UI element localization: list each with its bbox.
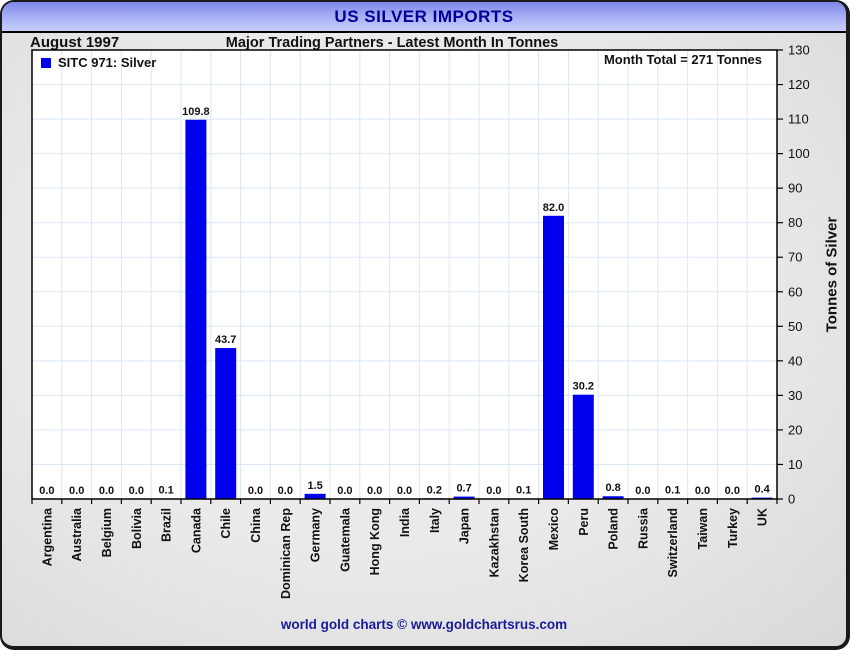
x-tick-label: Brazil: [160, 508, 174, 542]
y-tick-label: 80: [788, 215, 802, 230]
bar-value-label: 0.0: [695, 485, 710, 497]
x-tick-label: Kazakhstan: [487, 508, 501, 577]
chart-subtitle: Major Trading Partners - Latest Month In…: [225, 35, 559, 51]
bar-value-label: 0.1: [158, 485, 173, 497]
y-tick-label: 40: [788, 353, 802, 368]
x-tick-label: Taiwan: [696, 508, 710, 549]
bar-value-label: 0.2: [427, 484, 442, 496]
x-tick-label: Dominican Rep: [279, 508, 293, 599]
bar-value-label: 0.0: [99, 485, 114, 497]
x-tick-label: Peru: [577, 508, 591, 536]
y-tick-label: 90: [788, 181, 802, 196]
y-tick-label: 30: [788, 388, 802, 403]
x-tick-label: Japan: [458, 508, 472, 544]
bar-value-label: 0.0: [367, 485, 382, 497]
bar-value-label: 30.2: [573, 381, 594, 393]
bar-value-label: 109.8: [182, 106, 210, 118]
x-tick-label: Poland: [607, 508, 621, 550]
y-tick-label: 50: [788, 319, 802, 334]
bar-mexico: [543, 215, 564, 500]
x-tick-label: Korea South: [517, 508, 531, 582]
footer-credit: world gold charts © www.goldchartsrus.co…: [280, 617, 568, 632]
y-tick-label: 100: [788, 146, 810, 161]
x-tick-label: Russia: [636, 507, 650, 549]
y-tick-label: 70: [788, 250, 802, 265]
y-tick-label: 0: [788, 492, 795, 507]
bar-value-label: 0.0: [39, 485, 54, 497]
bar-value-label: 0.0: [486, 485, 501, 497]
y-tick-label: 120: [788, 77, 810, 92]
bar-value-label: 0.0: [725, 485, 740, 497]
bar-value-label: 82.0: [543, 202, 564, 214]
page-title: US SILVER IMPORTS: [334, 6, 514, 26]
bar-value-label: 0.1: [665, 485, 680, 497]
y-tick-label: 10: [788, 457, 802, 472]
x-tick-label: China: [249, 507, 263, 543]
plot-border: [31, 49, 778, 500]
bar-value-label: 0.0: [397, 485, 412, 497]
x-tick-label: Switzerland: [666, 508, 680, 577]
x-tick-label: India: [398, 507, 412, 537]
x-tick-label: Belgium: [100, 508, 114, 557]
bar-chile: [215, 348, 237, 499]
plot-area: [32, 50, 777, 499]
y-axis-title: Tonnes of Silver: [823, 216, 841, 333]
x-tick-label: Bolivia: [130, 507, 144, 549]
x-tick-label: Guatemala: [338, 507, 352, 572]
bar-peru: [572, 394, 594, 499]
bar-value-label: 43.7: [215, 334, 236, 346]
bar-japan: [453, 496, 475, 499]
title-bar: US SILVER IMPORTS: [2, 2, 846, 33]
bar-value-label: 0.0: [337, 485, 352, 497]
bar-value-label: 0.4: [754, 484, 770, 496]
bar-value-label: 0.8: [605, 482, 620, 494]
x-tick-label: Australia: [70, 507, 84, 562]
bar-value-label: 0.0: [69, 485, 84, 497]
legend-label: SITC 971: Silver: [58, 55, 157, 70]
period-label: August 1997: [30, 34, 120, 51]
x-tick-label: Hong Kong: [368, 508, 382, 575]
bar-value-label: 1.5: [307, 480, 322, 492]
x-tick-label: UK: [756, 508, 770, 526]
month-total-annotation: Month Total = 271 Tonnes: [603, 52, 762, 67]
legend: SITC 971: Silver: [41, 55, 156, 70]
bar-poland: [602, 496, 624, 499]
y-tick-label: 60: [788, 284, 802, 299]
x-tick-label: Argentina: [40, 507, 54, 566]
bar-value-label: 0.0: [248, 485, 263, 497]
bar-value-label: 0.0: [278, 485, 293, 497]
x-tick-label: Chile: [219, 508, 233, 539]
bar-value-label: 0.0: [129, 485, 144, 497]
x-tick-label: Mexico: [547, 508, 561, 551]
bar-value-label: 0.7: [456, 483, 471, 495]
legend-swatch-icon: [41, 57, 51, 68]
bar-canada: [185, 119, 207, 499]
y-tick-label: 130: [788, 43, 810, 58]
bar-germany: [304, 493, 326, 499]
bar-value-label: 0.1: [516, 485, 531, 497]
bar-value-label: 0.0: [635, 485, 650, 497]
x-tick-label: Canada: [189, 507, 203, 553]
x-tick-label: Turkey: [726, 508, 740, 548]
x-tick-label: Italy: [428, 508, 442, 533]
y-tick-label: 110: [788, 112, 809, 127]
y-tick-label: 20: [788, 422, 802, 437]
x-tick-label: Germany: [309, 508, 323, 562]
